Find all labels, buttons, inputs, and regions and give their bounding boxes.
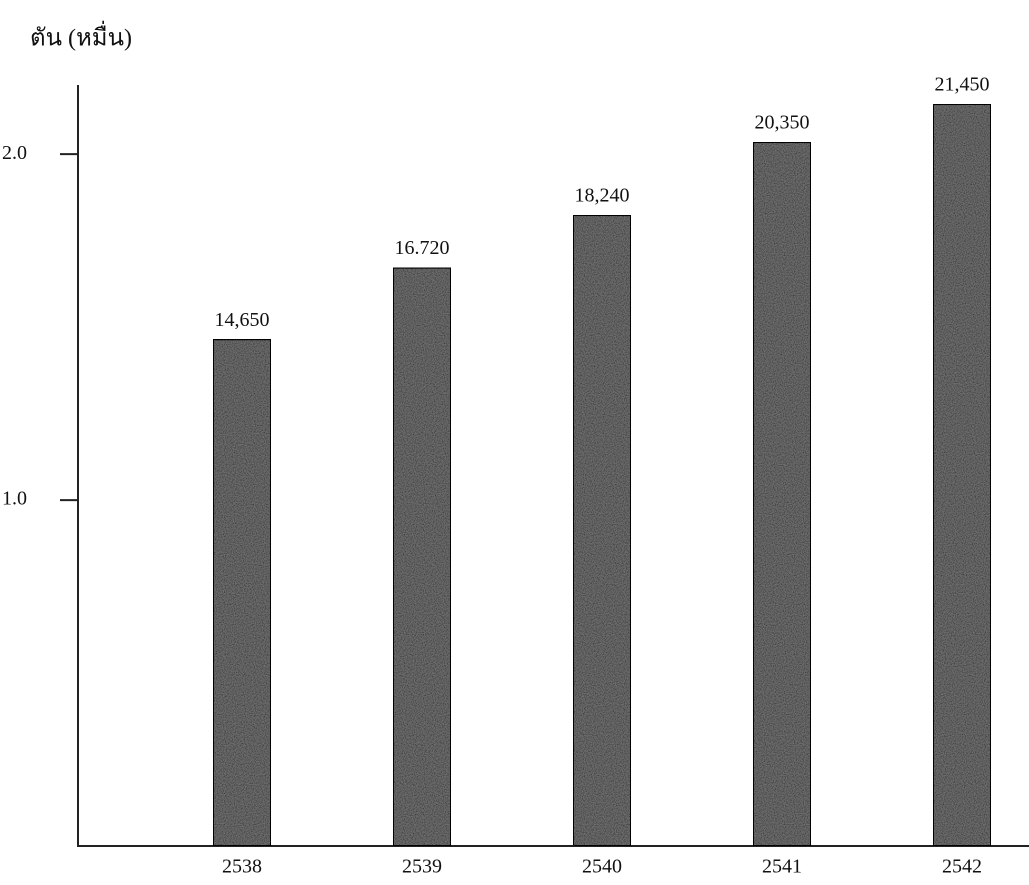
y-axis-label: ตัน (หมื่น) bbox=[30, 21, 132, 52]
value-label: 21,450 bbox=[935, 74, 990, 96]
value-label: 18,240 bbox=[575, 185, 630, 207]
value-label: 20,350 bbox=[755, 112, 810, 134]
value-label: 16.720 bbox=[395, 237, 450, 259]
y-tick-label: 1.0 bbox=[2, 488, 27, 510]
x-tick-label: 2541 bbox=[762, 856, 802, 878]
bar bbox=[212, 338, 272, 847]
y-tick-label: 2.0 bbox=[2, 142, 27, 164]
value-label: 14,650 bbox=[215, 309, 270, 331]
x-tick-label: 2538 bbox=[222, 856, 262, 878]
x-tick-label: 2539 bbox=[402, 856, 442, 878]
bar bbox=[392, 266, 452, 847]
bar bbox=[572, 214, 632, 847]
bar bbox=[752, 141, 812, 847]
x-tick-label: 2540 bbox=[582, 856, 622, 878]
bar bbox=[932, 103, 992, 847]
x-tick-label: 2542 bbox=[942, 856, 982, 878]
